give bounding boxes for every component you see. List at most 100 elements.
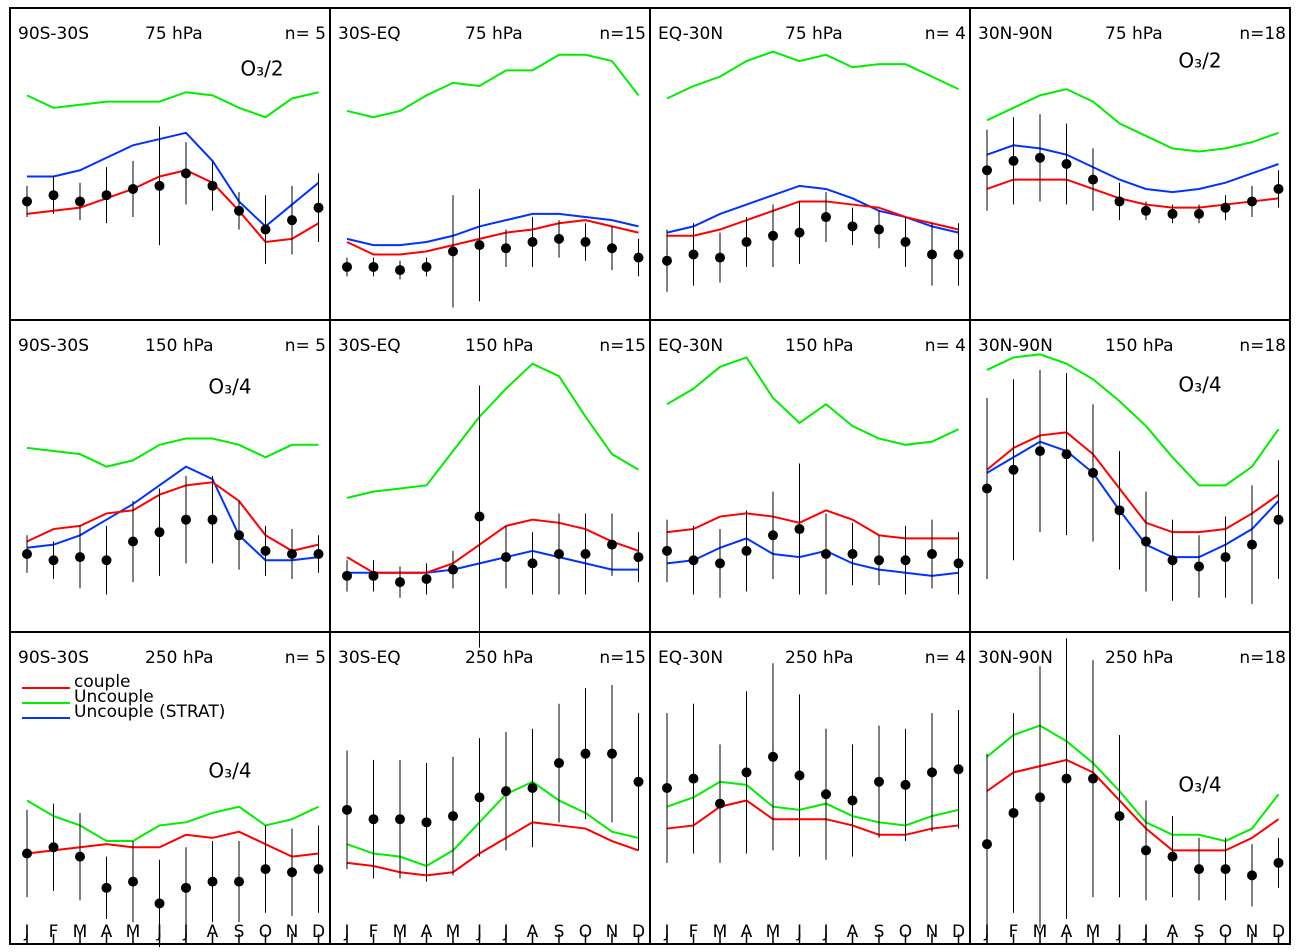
observation xyxy=(741,237,752,247)
observation xyxy=(688,773,699,784)
series-line xyxy=(346,212,639,247)
observation xyxy=(181,168,191,179)
panel-frame xyxy=(329,631,651,945)
annotation: O₃/4 xyxy=(208,375,251,399)
panel-region: 90S-30S xyxy=(18,24,89,44)
panel-count: n= 4 xyxy=(925,336,966,356)
observation xyxy=(715,558,725,569)
observation xyxy=(395,814,405,825)
observation xyxy=(794,770,805,781)
observation xyxy=(1194,864,1204,875)
x-tick-label: O xyxy=(1219,922,1232,942)
x-tick-label: F xyxy=(49,922,59,942)
observation xyxy=(234,530,244,541)
panel-level: 250 hPa xyxy=(465,648,534,668)
x-tick-label: A xyxy=(101,922,113,942)
panel-count: n=15 xyxy=(599,648,646,668)
observation xyxy=(48,190,59,201)
observation xyxy=(874,776,884,787)
observation xyxy=(554,549,564,559)
panel-region: EQ-30N xyxy=(658,336,723,356)
observation xyxy=(75,851,85,862)
observation xyxy=(1088,773,1098,784)
observation xyxy=(953,764,964,775)
observation xyxy=(927,249,937,260)
annotation: O₃/4 xyxy=(1178,373,1221,397)
observation xyxy=(1273,514,1284,525)
x-tick-label: O xyxy=(259,922,272,942)
series-line xyxy=(346,821,639,877)
series-line xyxy=(26,830,319,858)
observation xyxy=(847,221,858,232)
observation xyxy=(154,180,165,191)
series-line xyxy=(27,131,320,228)
observation xyxy=(101,555,112,566)
panel-level: 150 hPa xyxy=(465,336,534,356)
x-tick-label: A xyxy=(741,922,753,942)
panel-region: 30S-EQ xyxy=(338,24,401,44)
panel-frame xyxy=(329,319,651,633)
observation xyxy=(527,237,538,247)
observation xyxy=(1141,536,1151,547)
observation xyxy=(128,536,138,547)
x-tick-label: D xyxy=(632,922,645,942)
observation xyxy=(395,265,405,276)
observation xyxy=(395,577,405,588)
observation xyxy=(287,215,297,226)
observation xyxy=(421,573,432,584)
series-line xyxy=(666,780,959,827)
observation xyxy=(128,876,138,887)
x-tick-label: N xyxy=(606,922,619,942)
observation xyxy=(768,751,778,762)
panel-level: 250 hPa xyxy=(1105,648,1174,668)
panel-frame xyxy=(649,319,971,633)
x-tick-label: D xyxy=(952,922,965,942)
observation xyxy=(342,261,352,272)
x-tick-label: M xyxy=(713,922,728,942)
observation xyxy=(1114,811,1125,822)
x-tick-label: M xyxy=(1086,922,1101,942)
observation xyxy=(1035,792,1045,803)
observation xyxy=(1141,845,1151,856)
x-tick-label: D xyxy=(312,922,325,942)
panel-count: n= 5 xyxy=(285,336,326,356)
observation xyxy=(715,252,725,263)
observation xyxy=(874,224,884,235)
x-tick-label: J xyxy=(796,922,802,942)
x-tick-label: J xyxy=(1142,922,1148,942)
series-line xyxy=(26,437,319,468)
series-line xyxy=(986,178,1279,209)
observation xyxy=(368,261,379,272)
panel-count: n= 5 xyxy=(285,648,326,668)
observation xyxy=(234,205,244,216)
observation xyxy=(1247,196,1257,207)
x-tick-label: M xyxy=(126,922,141,942)
observation xyxy=(260,864,271,875)
observation xyxy=(1141,205,1151,216)
panel-region: 30N-90N xyxy=(978,648,1053,668)
x-tick-label: F xyxy=(369,922,379,942)
observation xyxy=(633,552,644,563)
series-line xyxy=(26,91,319,119)
observation xyxy=(900,555,911,566)
x-tick-label: A xyxy=(207,922,219,942)
observation xyxy=(48,842,59,853)
observation xyxy=(22,196,32,207)
x-tick-label: O xyxy=(579,922,592,942)
observation xyxy=(633,252,644,263)
observation xyxy=(22,549,32,559)
observation xyxy=(662,783,672,793)
panel-count: n=18 xyxy=(1239,24,1286,44)
observation xyxy=(554,758,564,769)
x-tick-label: S xyxy=(1194,922,1205,942)
x-tick-label: J xyxy=(23,922,29,942)
observation xyxy=(260,545,271,556)
panel-count: n=18 xyxy=(1239,648,1286,668)
observation xyxy=(900,779,911,790)
observation xyxy=(75,552,85,563)
observation xyxy=(342,570,352,581)
observation xyxy=(75,196,85,207)
x-tick-label: N xyxy=(1246,922,1259,942)
panel-region: 90S-30S xyxy=(18,648,89,668)
series-line xyxy=(986,724,1280,843)
